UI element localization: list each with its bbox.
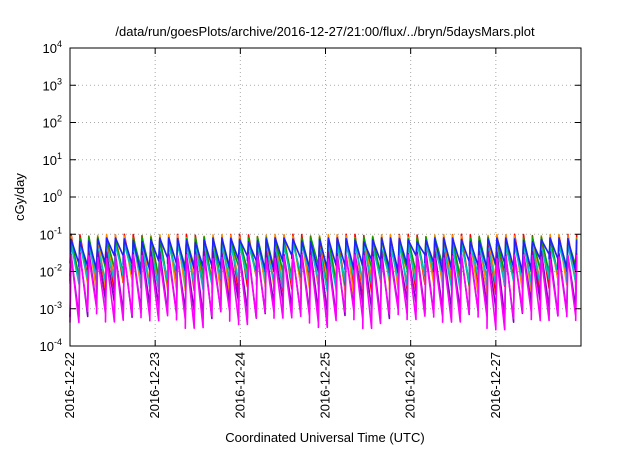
y-tick-label: 103 bbox=[43, 76, 62, 93]
y-tick-label: 10-2 bbox=[40, 263, 62, 280]
series-line bbox=[69, 254, 578, 331]
y-tick-label: 10-3 bbox=[40, 300, 62, 317]
y-tick-label: 100 bbox=[43, 188, 62, 205]
x-tick-label: 2016-12-24 bbox=[232, 352, 247, 419]
chart-title: /data/run/goesPlots/archive/2016-12-27/2… bbox=[115, 24, 535, 39]
x-tick-label: 2016-12-25 bbox=[318, 352, 333, 419]
x-tick-label: 2016-12-26 bbox=[403, 352, 418, 419]
y-tick-label: 101 bbox=[43, 151, 62, 168]
y-tick-label: 10-4 bbox=[40, 337, 62, 354]
x-axis-label: Coordinated Universal Time (UTC) bbox=[225, 430, 424, 445]
axis-ticks: 10-4 10-3 10-2 10-1 100 101 102 103 104 2016-12-2… bbox=[40, 39, 581, 419]
y-tick-label: 10-1 bbox=[40, 225, 62, 242]
y-tick-label: 104 bbox=[43, 39, 62, 56]
x-tick-label: 2016-12-27 bbox=[488, 352, 503, 419]
y-tick-label: 102 bbox=[43, 114, 62, 131]
x-tick-label: 2016-12-23 bbox=[147, 352, 162, 419]
x-tick-label: 2016-12-22 bbox=[62, 352, 77, 419]
series-group bbox=[69, 233, 578, 331]
y-axis-label: cGy/day bbox=[12, 173, 27, 221]
